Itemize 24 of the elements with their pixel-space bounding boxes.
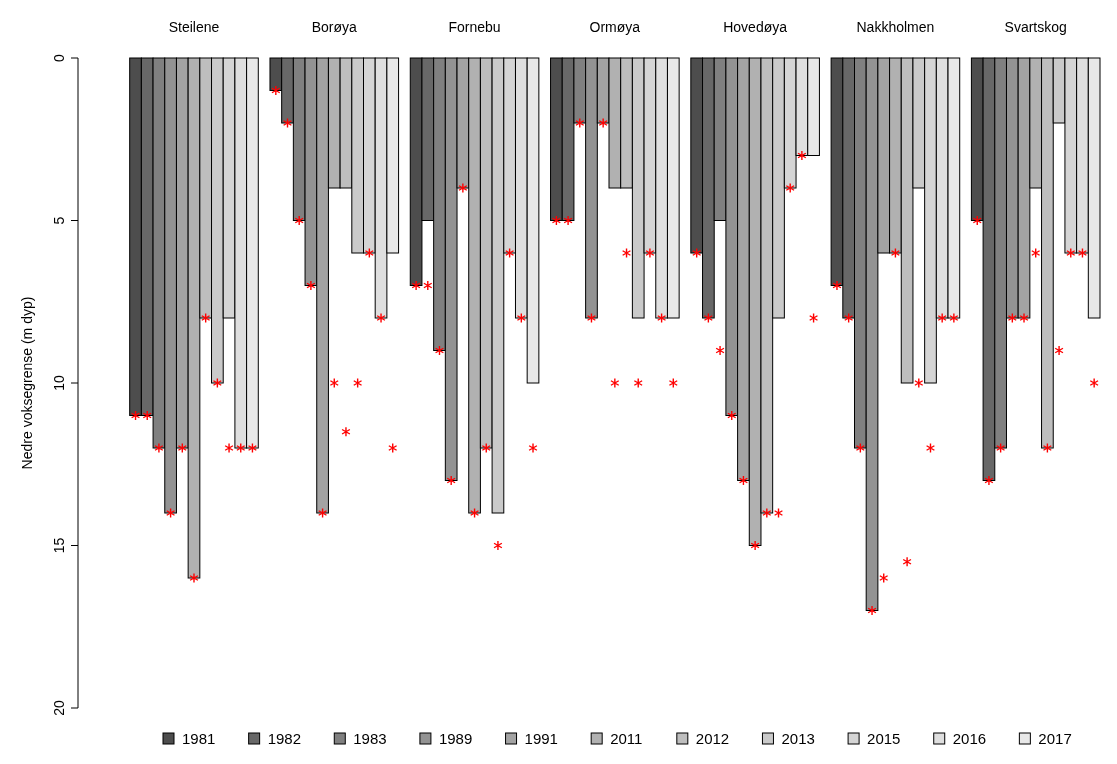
legend-label: 1989 <box>438 730 473 747</box>
y-tick-label: 0 <box>51 53 67 62</box>
y-tick-label: 15 <box>51 537 67 554</box>
legend-label: 1981 <box>182 730 216 747</box>
y-tick-label: 5 <box>51 216 67 225</box>
legend-label: 1982 <box>267 730 302 747</box>
y-tick-label: 10 <box>51 375 67 391</box>
x-tick-label: Borøya <box>311 19 358 35</box>
legend-label: 2012 <box>695 730 730 747</box>
x-tick-label: Fornebu <box>448 19 501 35</box>
y-tick-label: 20 <box>51 700 67 716</box>
x-tick-label: Ormøya <box>589 19 641 35</box>
x-tick-label: Nakkholmen <box>856 19 935 35</box>
legend-label: 2016 <box>952 730 987 747</box>
y-axis-title: Nedre voksegrense (m dyp) <box>19 296 35 470</box>
x-tick-label: Svartskog <box>1004 19 1067 35</box>
legend-label: 2017 <box>1038 730 1072 747</box>
legend-label: 1991 <box>524 730 558 747</box>
x-tick-label: Hovedøya <box>723 19 788 35</box>
legend-label: 2011 <box>610 730 643 747</box>
legend-label: 2015 <box>867 730 901 747</box>
legend-label: 1983 <box>353 730 387 747</box>
legend-label: 2013 <box>781 730 815 747</box>
x-tick-label: Steilene <box>168 19 220 35</box>
